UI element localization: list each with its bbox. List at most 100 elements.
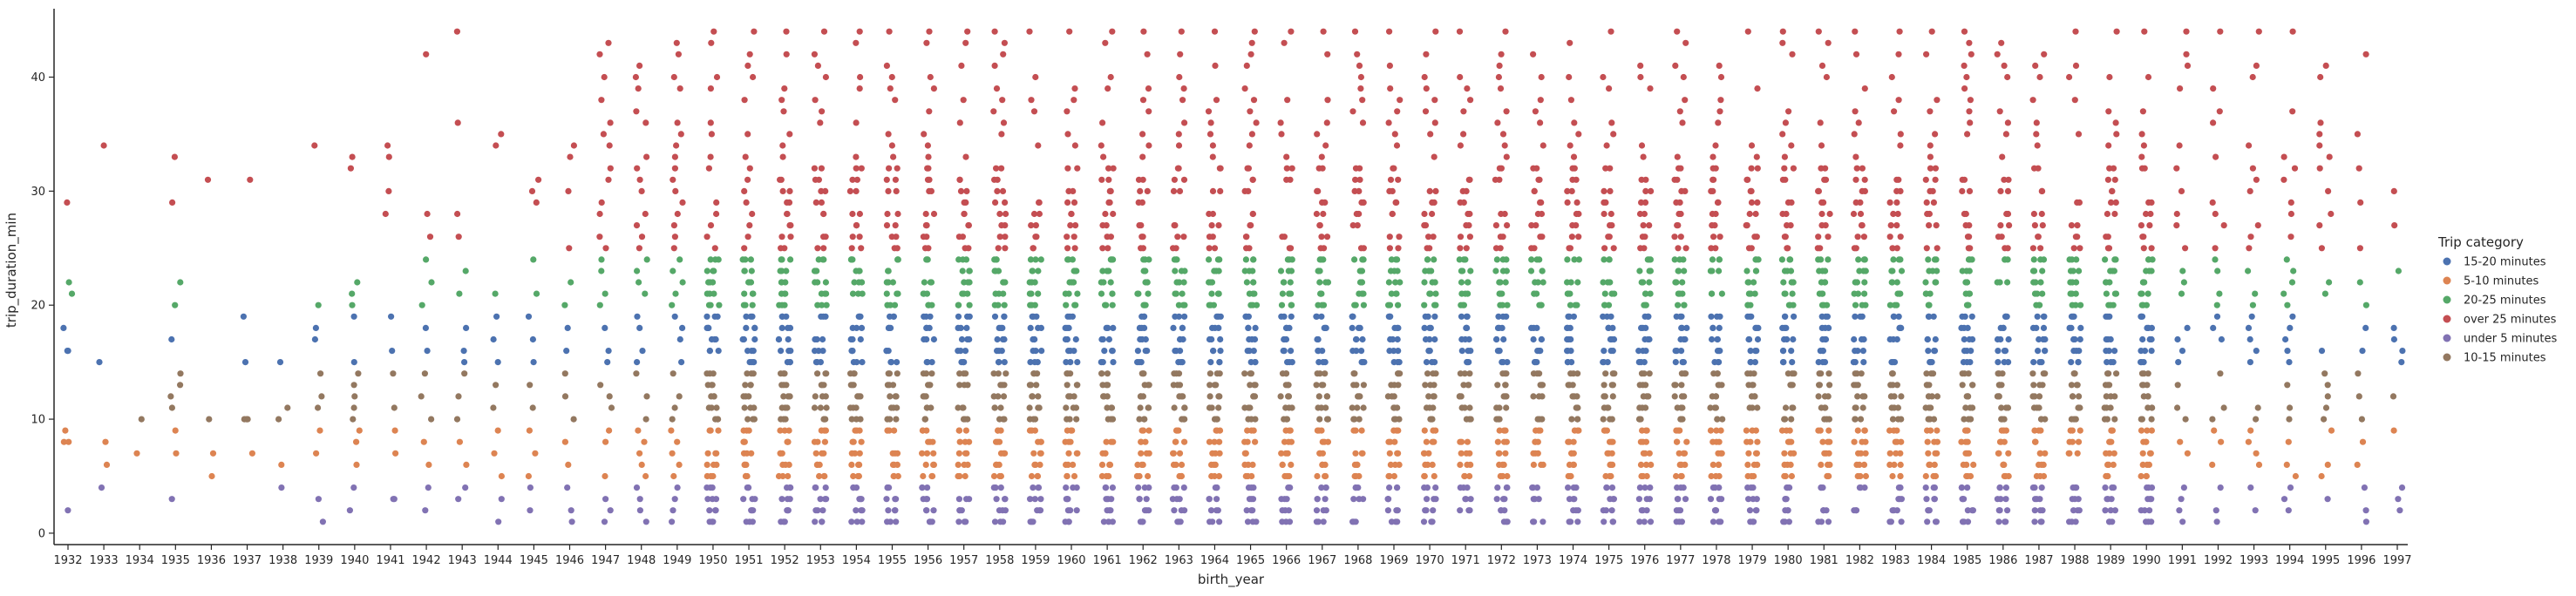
data-point-1986 bbox=[1995, 234, 2002, 240]
data-point-1971 bbox=[1457, 507, 1464, 514]
data-point-1961 bbox=[1105, 165, 1112, 172]
data-point-1979 bbox=[1754, 335, 1762, 343]
data-point-1996 bbox=[2356, 279, 2363, 286]
data-point-1951 bbox=[744, 62, 751, 69]
data-point-1952 bbox=[784, 438, 792, 445]
data-point-1959 bbox=[1027, 496, 1034, 503]
data-point-1943 bbox=[463, 324, 470, 331]
data-point-1990 bbox=[2140, 359, 2147, 366]
data-point-1962 bbox=[1139, 393, 1146, 400]
data-point-1977 bbox=[1672, 348, 1679, 355]
data-point-1954 bbox=[849, 348, 856, 355]
data-point-1982 bbox=[1859, 393, 1866, 400]
data-point-1966 bbox=[1277, 268, 1285, 274]
data-point-1977 bbox=[1677, 165, 1684, 172]
data-point-1972 bbox=[1496, 279, 1503, 286]
data-point-1970 bbox=[1431, 313, 1438, 320]
data-point-1961 bbox=[1102, 210, 1109, 218]
data-point-1982 bbox=[1862, 301, 1869, 308]
data-point-1960 bbox=[1064, 245, 1071, 252]
data-point-1991 bbox=[2182, 416, 2189, 423]
data-point-1980 bbox=[1784, 507, 1791, 514]
data-point-1977 bbox=[1678, 187, 1685, 194]
data-point-1993 bbox=[2247, 484, 2254, 491]
data-point-1981 bbox=[1822, 279, 1829, 286]
data-point-1937 bbox=[244, 416, 251, 423]
data-point-1989 bbox=[2111, 348, 2118, 355]
data-point-1966 bbox=[1284, 359, 1291, 366]
data-point-1990 bbox=[2145, 256, 2152, 263]
data-point-1965 bbox=[1251, 290, 1258, 297]
data-point-1984 bbox=[1931, 348, 1939, 355]
data-point-1967 bbox=[1324, 51, 1331, 58]
data-point-1976 bbox=[1641, 518, 1648, 525]
data-point-1964 bbox=[1215, 222, 1222, 229]
data-point-1985 bbox=[1959, 370, 1966, 377]
data-point-1964 bbox=[1207, 359, 1214, 366]
data-point-1960 bbox=[1065, 187, 1072, 194]
data-point-1990 bbox=[2141, 165, 2148, 172]
data-point-1959 bbox=[1034, 472, 1041, 480]
data-point-1976 bbox=[1647, 290, 1654, 297]
data-point-1942 bbox=[423, 256, 430, 263]
data-point-1992 bbox=[2216, 108, 2223, 115]
x-tick-label: 1978 bbox=[1702, 554, 1730, 567]
data-point-1943 bbox=[460, 348, 467, 355]
data-point-1940 bbox=[349, 301, 356, 308]
data-point-1971 bbox=[1462, 256, 1469, 263]
x-tick-label: 1984 bbox=[1917, 554, 1946, 567]
data-point-1977 bbox=[1675, 301, 1682, 308]
data-point-1955 bbox=[890, 472, 897, 480]
data-point-1946 bbox=[570, 416, 577, 423]
data-point-1957 bbox=[966, 313, 973, 320]
data-point-1940 bbox=[350, 313, 357, 320]
data-point-1954 bbox=[858, 324, 866, 331]
data-point-1936 bbox=[209, 450, 217, 457]
data-point-1977 bbox=[1671, 234, 1678, 240]
data-point-1953 bbox=[811, 165, 819, 172]
data-point-1953 bbox=[817, 359, 825, 366]
data-point-1962 bbox=[1138, 359, 1145, 366]
data-point-1951 bbox=[748, 450, 755, 457]
data-point-1960 bbox=[1064, 256, 1071, 263]
data-point-1983 bbox=[1893, 507, 1900, 514]
data-point-1970 bbox=[1421, 324, 1428, 331]
data-point-1985 bbox=[1960, 359, 1968, 366]
data-point-1968 bbox=[1360, 404, 1367, 411]
data-point-1972 bbox=[1500, 461, 1507, 469]
data-point-1951 bbox=[745, 427, 752, 434]
data-point-1960 bbox=[1066, 28, 1073, 35]
data-point-1982 bbox=[1857, 472, 1864, 480]
data-point-1977 bbox=[1681, 301, 1688, 308]
data-point-1967 bbox=[1322, 507, 1329, 514]
data-point-1978 bbox=[1716, 234, 1723, 240]
data-point-1958 bbox=[991, 404, 998, 411]
data-point-1988 bbox=[2076, 335, 2083, 343]
data-point-1975 bbox=[1601, 382, 1607, 389]
data-point-1980 bbox=[1781, 450, 1788, 457]
data-point-1982 bbox=[1861, 176, 1868, 183]
data-point-1946 bbox=[566, 245, 573, 252]
data-point-1989 bbox=[2104, 210, 2110, 218]
data-point-1933 bbox=[103, 461, 111, 469]
data-point-1978 bbox=[1710, 234, 1717, 240]
data-point-1959 bbox=[1028, 97, 1035, 104]
data-point-1954 bbox=[850, 359, 858, 366]
data-point-1969 bbox=[1395, 324, 1402, 331]
data-point-1961 bbox=[1110, 324, 1117, 331]
y-tick-label: 20 bbox=[31, 300, 45, 313]
data-point-1948 bbox=[636, 496, 643, 503]
data-point-1961 bbox=[1106, 461, 1113, 469]
data-point-1979 bbox=[1744, 176, 1751, 183]
data-point-1968 bbox=[1358, 199, 1365, 206]
data-point-1971 bbox=[1464, 484, 1471, 491]
data-point-1987 bbox=[2037, 245, 2044, 252]
data-point-1967 bbox=[1315, 359, 1322, 366]
data-point-1957 bbox=[964, 28, 971, 35]
data-point-1975 bbox=[1608, 484, 1616, 491]
data-point-1954 bbox=[849, 290, 857, 297]
data-point-1972 bbox=[1494, 484, 1501, 491]
data-point-1960 bbox=[1071, 234, 1077, 240]
data-point-1954 bbox=[857, 313, 864, 320]
x-tick-label: 1963 bbox=[1165, 554, 1193, 567]
